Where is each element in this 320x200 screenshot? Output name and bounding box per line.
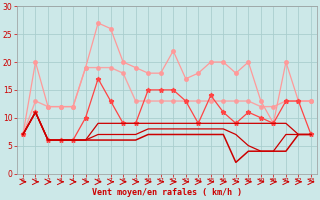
X-axis label: Vent moyen/en rafales ( km/h ): Vent moyen/en rafales ( km/h ) xyxy=(92,188,242,197)
